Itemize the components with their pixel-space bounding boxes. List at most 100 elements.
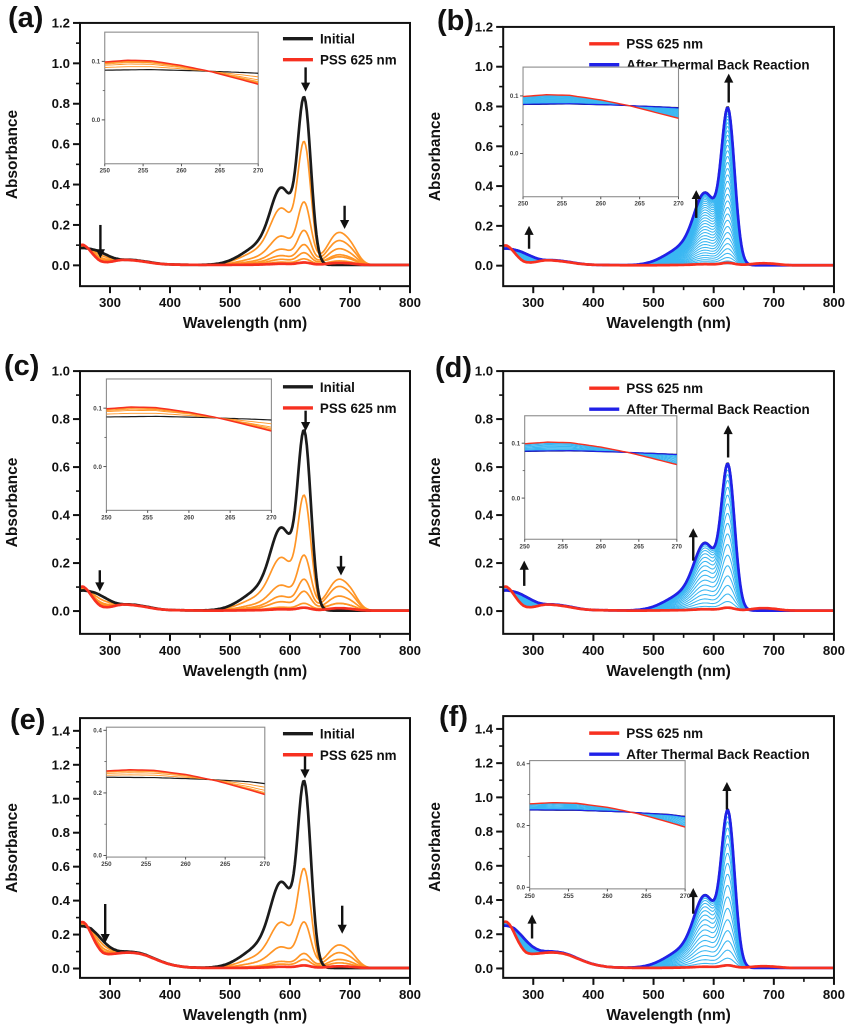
x-tick-label: 600 xyxy=(279,643,301,658)
x-tick-label: 800 xyxy=(823,295,845,310)
legend: PSS 625 nm After Thermal Back Reaction xyxy=(589,381,810,417)
legend: PSS 625 nm After Thermal Back Reaction xyxy=(589,726,810,762)
arrow-up-icon xyxy=(688,528,698,538)
y-axis-title: Absorbance xyxy=(427,802,444,892)
pss-curve xyxy=(80,243,410,267)
panel-e: (e) 300 400 500 600 700 800 0.0 0.2 0.4 0.6 0.8 1.0… xyxy=(0,682,423,1024)
y-tick-label: 0.0 xyxy=(475,604,493,619)
x-tick-label: 400 xyxy=(582,295,604,310)
x-tick-label: 300 xyxy=(99,643,121,658)
inset-plot: 250 255 260 265 270 0.0 0.2 0.4 xyxy=(93,726,271,868)
x-tick-label: 600 xyxy=(703,987,725,1002)
plot-area xyxy=(80,779,410,970)
x-tick-label: 500 xyxy=(643,295,665,310)
x-tick-label: 300 xyxy=(522,987,544,1002)
panel-d: (d) 300 400 500 600 700 800 0.0 0.2 0.4 0.6 0.8 1.0… xyxy=(423,340,847,682)
x-tick-label: 400 xyxy=(159,295,181,310)
x-tick-label: 800 xyxy=(399,295,421,310)
inset-initial-curve xyxy=(104,68,259,74)
arrow-up-icon xyxy=(723,425,733,435)
plot-area xyxy=(503,808,834,970)
inset-y-tick-label: 0.0 xyxy=(510,151,519,158)
inset-y-tick-label: 0.0 xyxy=(517,885,526,892)
inset-final-curve xyxy=(523,103,679,109)
panel-e-letter: (e) xyxy=(10,704,46,736)
y-tick-label: 1.2 xyxy=(475,756,493,771)
inset-pss-curve xyxy=(106,406,272,432)
legend-label-0: PSS 625 nm xyxy=(626,381,703,396)
axes: 300 400 500 600 700 800 0.0 0.2 0.4 0.6 0.8 1.0 1.2 1… xyxy=(52,723,421,1002)
y-tick-label: 0.2 xyxy=(52,927,70,942)
panel-d-chart: 300 400 500 600 700 800 0.0 0.2 0.4 0.6 0.8 1.0 Wave… xyxy=(427,364,845,680)
inset-y-tick-label: 0.1 xyxy=(510,93,519,100)
inset-x-tick-label: 260 xyxy=(596,201,607,208)
inset-x-tick-label: 260 xyxy=(602,893,613,900)
inset-x-tick-label: 270 xyxy=(260,861,271,868)
pss-curve xyxy=(80,920,410,970)
x-axis-title: Wavelength (nm) xyxy=(606,1007,731,1024)
panel-c-chart: 300 400 500 600 700 800 0.0 0.2 0.4 0.6 0.8 1.0 Wave… xyxy=(4,364,421,680)
inset-intermediate-curve-1 xyxy=(106,409,272,428)
arrow-up-icon xyxy=(519,560,529,570)
inset-pss-curve xyxy=(106,769,265,796)
y-tick-label: 0.2 xyxy=(475,218,493,233)
y-tick-label: 0.0 xyxy=(52,604,70,619)
axes: 300 400 500 600 700 800 0.0 0.2 0.4 0.6 0.8 1.0 xyxy=(52,364,421,658)
arrow-down-icon xyxy=(100,934,110,944)
x-tick-label: 600 xyxy=(703,643,725,658)
y-tick-label: 1.2 xyxy=(475,19,493,34)
y-tick-label: 0.6 xyxy=(475,858,493,873)
x-tick-label: 500 xyxy=(643,643,665,658)
legend-label-1: PSS 625 nm xyxy=(320,401,397,416)
y-tick-label: 0.8 xyxy=(52,96,70,111)
x-tick-label: 300 xyxy=(99,987,121,1002)
inset-x-tick-label: 260 xyxy=(184,514,195,521)
x-tick-label: 500 xyxy=(219,643,241,658)
x-tick-label: 500 xyxy=(219,987,241,1002)
inset-x-tick-label: 255 xyxy=(563,893,574,900)
x-tick-label: 400 xyxy=(582,987,604,1002)
y-tick-label: 0.0 xyxy=(52,258,70,273)
arrow-up-icon xyxy=(688,888,698,898)
x-tick-label: 800 xyxy=(823,643,845,658)
plot-frame xyxy=(79,21,411,288)
arrow-up-icon xyxy=(691,190,701,200)
panel-c-letter: (c) xyxy=(4,350,40,382)
legend-label-1: PSS 625 nm xyxy=(320,748,397,763)
x-axis-title: Wavelength (nm) xyxy=(606,315,731,332)
inset-frame xyxy=(524,415,678,540)
arrow-down-icon xyxy=(95,249,105,259)
inset-x-tick-label: 265 xyxy=(220,861,231,868)
inset-plot: 250 255 260 265 270 0.0 0.1 xyxy=(512,415,683,550)
x-tick-label: 700 xyxy=(339,643,361,658)
arrow-down-icon xyxy=(336,566,346,576)
arrow-down-icon xyxy=(95,582,105,592)
inset-x-tick-label: 250 xyxy=(101,514,112,521)
y-tick-label: 0.2 xyxy=(52,556,70,571)
x-tick-label: 600 xyxy=(279,987,301,1002)
inset-intermediate-curve-0 xyxy=(106,412,272,425)
y-tick-label: 1.4 xyxy=(475,721,494,736)
plot-area xyxy=(80,429,410,612)
x-tick-label: 700 xyxy=(763,295,785,310)
x-axis-title: Wavelength (nm) xyxy=(183,663,307,680)
y-tick-label: 0.6 xyxy=(52,137,70,152)
inset-x-tick-label: 250 xyxy=(524,893,535,900)
inset-recovery-curve-7 xyxy=(524,445,677,461)
panel-b-letter: (b) xyxy=(437,5,475,37)
y-tick-label: 1.0 xyxy=(475,364,493,379)
x-axis-title: Wavelength (nm) xyxy=(606,663,731,680)
x-tick-label: 400 xyxy=(159,987,181,1002)
inset-frame xyxy=(105,726,266,858)
y-tick-label: 0.8 xyxy=(52,412,70,427)
pss-curve xyxy=(503,585,834,612)
panel-f-chart: 300 400 500 600 700 800 0.0 0.2 0.4 0.6 0.8 1.0 1.2 1… xyxy=(427,715,845,1024)
intermediate-curve-2 xyxy=(80,922,410,969)
arrow-up-icon xyxy=(722,781,732,791)
y-tick-label: 0.8 xyxy=(52,825,70,840)
x-tick-label: 500 xyxy=(643,987,665,1002)
inset-frame xyxy=(105,378,272,511)
y-tick-label: 1.0 xyxy=(52,56,70,71)
arrow-up-icon xyxy=(724,73,734,83)
